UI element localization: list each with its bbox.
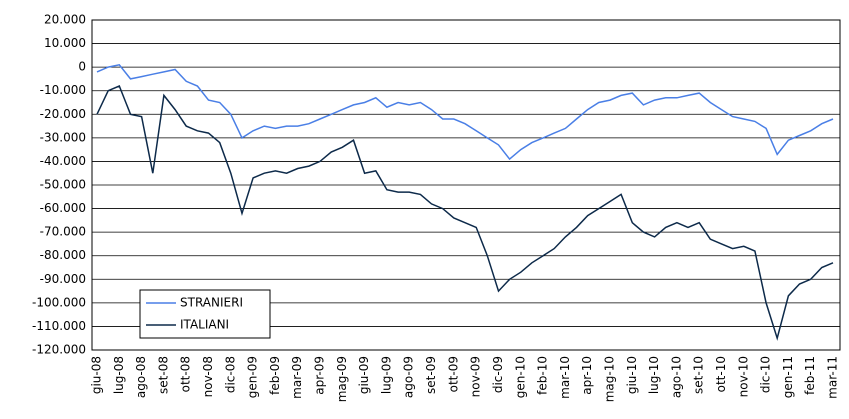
- x-tick-label: ago-10: [669, 356, 683, 398]
- x-tick-label: set-10: [692, 356, 706, 394]
- x-tick-label: giu-10: [625, 356, 639, 394]
- x-tick-label: nov-08: [201, 356, 215, 397]
- x-tick-label: lug-10: [647, 356, 661, 394]
- x-tick-label: ott-09: [446, 356, 460, 392]
- x-tick-label: nov-10: [736, 356, 750, 397]
- legend-label: STRANIERI: [180, 296, 243, 310]
- y-tick-label: 10.000: [44, 36, 86, 50]
- x-tick-label: giu-09: [357, 356, 371, 394]
- x-tick-label: mar-11: [826, 356, 840, 399]
- y-tick-label: -120.000: [32, 343, 86, 357]
- x-tick-label: ago-09: [402, 356, 416, 398]
- x-tick-label: dic-08: [223, 356, 237, 393]
- y-tick-label: -80.000: [40, 248, 86, 262]
- x-tick-label: feb-10: [536, 356, 550, 395]
- y-tick-label: -100.000: [32, 295, 86, 309]
- x-tick-label: ago-08: [134, 356, 148, 398]
- x-tick-label: giu-08: [90, 356, 104, 394]
- x-tick-label: lug-08: [112, 356, 126, 394]
- x-tick-label: feb-09: [268, 356, 282, 395]
- x-tick-label: gen-10: [513, 356, 527, 398]
- x-tick-label: apr-10: [580, 356, 594, 395]
- x-tick-label: mar-10: [558, 356, 572, 399]
- x-tick-label: apr-09: [313, 356, 327, 395]
- x-tick-label: feb-11: [803, 356, 817, 395]
- y-tick-label: -40.000: [40, 154, 86, 168]
- x-tick-label: gen-09: [246, 356, 260, 398]
- y-tick-label: -50.000: [40, 178, 86, 192]
- y-tick-label: -90.000: [40, 272, 86, 286]
- y-tick-label: -20.000: [40, 107, 86, 121]
- y-tick-label: -110.000: [32, 319, 86, 333]
- y-tick-label: 0: [78, 60, 86, 74]
- x-tick-label: lug-09: [379, 356, 393, 394]
- x-tick-label: gen-11: [781, 356, 795, 398]
- x-tick-label: mag-10: [602, 356, 616, 402]
- x-tick-label: set-08: [156, 356, 170, 394]
- y-tick-label: -30.000: [40, 130, 86, 144]
- y-tick-label: -70.000: [40, 225, 86, 239]
- y-tick-label: 20.000: [44, 13, 86, 27]
- x-tick-label: nov-09: [469, 356, 483, 397]
- x-tick-label: dic-10: [759, 356, 773, 393]
- x-tick-label: mar-09: [290, 356, 304, 399]
- y-tick-label: -60.000: [40, 201, 86, 215]
- legend-label: ITALIANI: [180, 318, 229, 332]
- series-line: [96, 85, 834, 341]
- legend-box: [139, 289, 271, 339]
- y-tick-label: -10.000: [40, 83, 86, 97]
- series-line: [96, 63, 834, 161]
- x-tick-label: set-09: [424, 356, 438, 394]
- x-tick-label: dic-09: [491, 356, 505, 393]
- x-tick-label: mag-09: [335, 356, 349, 402]
- x-tick-label: ott-08: [179, 356, 193, 392]
- x-tick-label: ott-10: [714, 356, 728, 392]
